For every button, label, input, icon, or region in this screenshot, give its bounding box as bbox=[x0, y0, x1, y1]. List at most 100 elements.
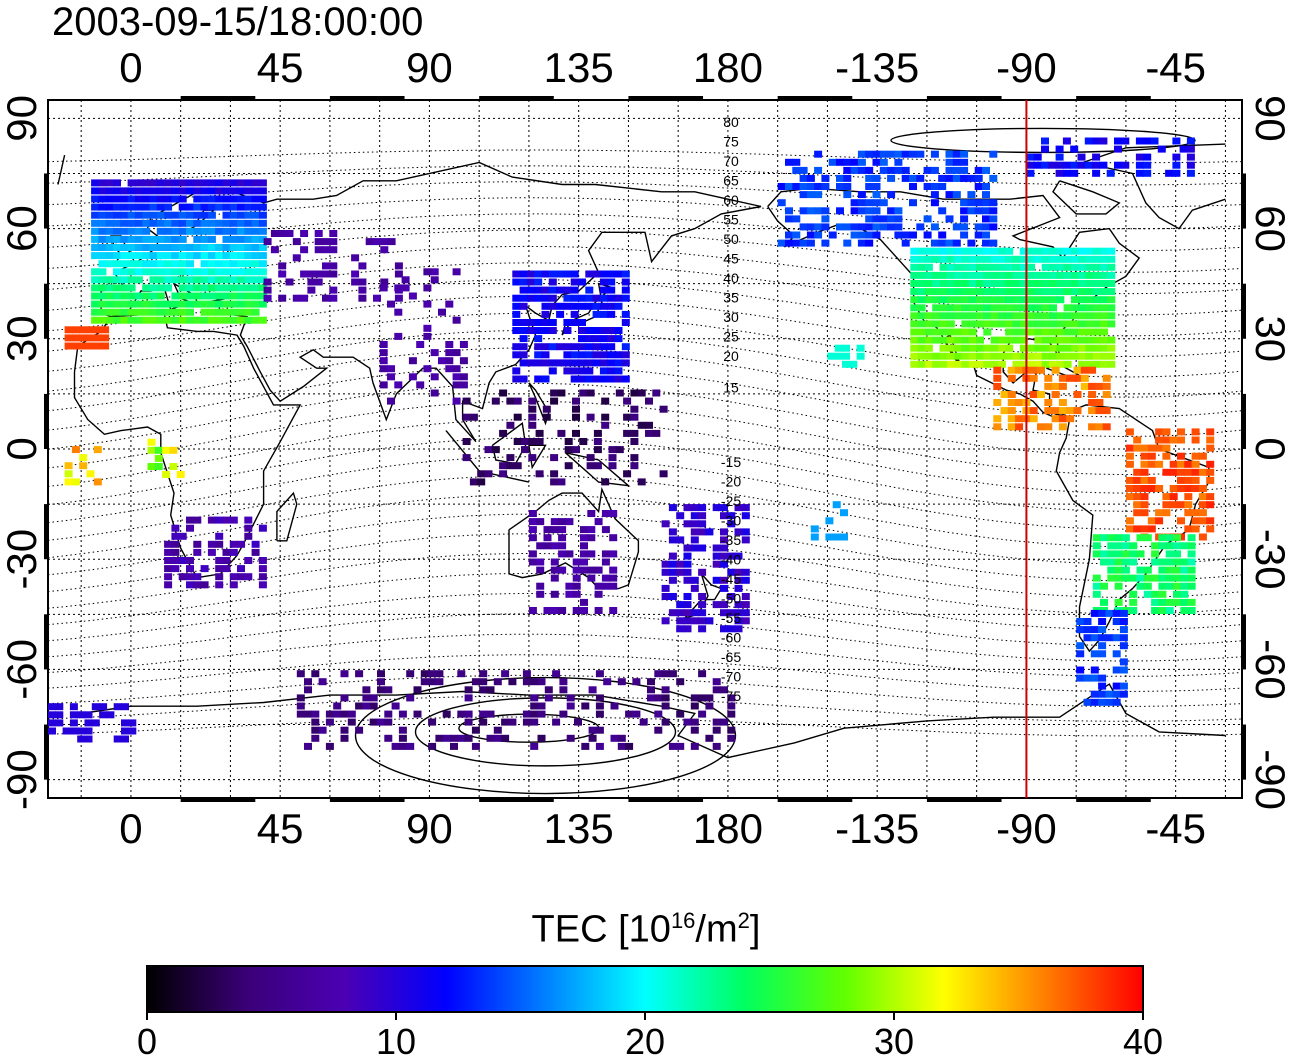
y-tick-label-left: -90 bbox=[0, 749, 45, 810]
tec-cell bbox=[258, 276, 267, 284]
tec-cell bbox=[585, 327, 594, 334]
tec-cell bbox=[659, 470, 668, 478]
tec-cell bbox=[237, 252, 245, 260]
tec-cell bbox=[601, 413, 610, 421]
tec-cell bbox=[676, 609, 685, 617]
tec-cell bbox=[134, 244, 143, 251]
tec-cell bbox=[1191, 476, 1200, 484]
tec-cell bbox=[989, 150, 998, 158]
tec-cell bbox=[450, 742, 458, 750]
tec-cell bbox=[251, 548, 260, 556]
tec-cell bbox=[720, 686, 728, 694]
tec-cell bbox=[676, 560, 685, 568]
tec-cell bbox=[924, 288, 933, 296]
tec-cell bbox=[548, 343, 557, 351]
tec-cell bbox=[149, 219, 158, 227]
tec-cell bbox=[207, 540, 216, 548]
tec-cell bbox=[550, 397, 559, 405]
frame-bar-left bbox=[44, 393, 48, 449]
tec-cell bbox=[850, 199, 859, 207]
tec-cell bbox=[377, 718, 385, 726]
tec-cell bbox=[91, 244, 100, 251]
tec-cell bbox=[734, 528, 743, 536]
tec-cell bbox=[799, 223, 808, 231]
contour-label: 70 bbox=[723, 153, 739, 169]
tec-cell bbox=[952, 166, 961, 174]
tec-cell bbox=[1048, 161, 1057, 169]
tec-cell bbox=[278, 270, 287, 278]
tec-cell bbox=[601, 397, 610, 405]
tec-cell bbox=[164, 540, 173, 548]
tec-cell bbox=[550, 590, 559, 598]
tec-cell bbox=[120, 268, 129, 276]
tec-cell bbox=[850, 158, 859, 166]
tec-cell bbox=[105, 300, 114, 308]
tec-cell bbox=[1041, 263, 1050, 271]
tec-cell bbox=[1140, 525, 1149, 533]
tec-cell bbox=[952, 158, 961, 166]
tec-cell bbox=[251, 244, 260, 251]
tec-cell bbox=[522, 678, 531, 686]
tec-cell bbox=[1187, 566, 1196, 574]
tec-cell bbox=[1119, 626, 1128, 634]
tec-cell bbox=[1114, 550, 1123, 558]
tec-cell bbox=[572, 574, 581, 582]
tec-cell bbox=[120, 244, 129, 251]
tec-cell bbox=[186, 227, 194, 235]
tec-cell bbox=[565, 550, 574, 558]
tec-cell bbox=[968, 344, 977, 352]
tec-cell bbox=[585, 367, 594, 375]
tec-cell bbox=[98, 203, 107, 211]
tec-cell bbox=[910, 280, 919, 287]
tec-cell bbox=[720, 552, 728, 560]
tec-cell bbox=[566, 734, 575, 742]
colorbar-tick-label: 0 bbox=[137, 1021, 157, 1057]
tec-cell bbox=[558, 566, 567, 574]
tec-cell bbox=[263, 278, 272, 286]
tec-cell bbox=[1165, 574, 1174, 582]
tec-cell bbox=[1165, 607, 1174, 614]
tec-cell bbox=[637, 421, 646, 429]
tec-cell bbox=[836, 207, 844, 215]
tec-cell bbox=[961, 352, 970, 360]
tec-cell bbox=[924, 344, 933, 352]
tec-cell bbox=[522, 718, 531, 726]
tec-cell bbox=[142, 268, 151, 276]
tec-cell bbox=[200, 276, 209, 284]
tec-cell bbox=[1151, 598, 1160, 606]
tec-cell bbox=[741, 593, 750, 600]
tec-cell bbox=[207, 219, 216, 227]
tec-cell bbox=[954, 312, 963, 320]
tec-cell bbox=[1015, 415, 1024, 423]
tec-cell bbox=[506, 462, 515, 470]
tec-cell bbox=[976, 344, 984, 352]
tec-cell bbox=[607, 375, 616, 383]
tec-cell bbox=[528, 526, 537, 534]
tec-cell bbox=[1206, 525, 1215, 533]
tec-cell bbox=[1180, 582, 1189, 590]
tec-cell bbox=[961, 296, 970, 304]
tec-cell bbox=[1102, 374, 1111, 382]
tec-cell bbox=[961, 336, 970, 344]
tec-cell bbox=[120, 276, 129, 284]
tec-cell bbox=[134, 227, 143, 235]
tec-cell bbox=[1180, 542, 1189, 550]
tec-cell bbox=[1198, 509, 1207, 517]
tec-cell bbox=[1136, 574, 1145, 582]
tec-cell bbox=[178, 260, 187, 268]
tec-cell bbox=[1121, 161, 1130, 169]
tec-cell bbox=[563, 270, 572, 278]
tec-cell bbox=[1041, 255, 1050, 263]
tec-cell bbox=[856, 344, 865, 352]
tec-cell bbox=[836, 223, 844, 231]
tec-cell bbox=[528, 421, 537, 429]
tec-cell bbox=[149, 300, 158, 308]
tec-cell bbox=[1078, 320, 1087, 328]
tec-cell bbox=[1151, 542, 1160, 550]
tec-cell bbox=[244, 308, 253, 316]
tec-cell bbox=[917, 255, 926, 263]
tec-cell bbox=[486, 734, 495, 742]
tec-cell bbox=[578, 278, 586, 286]
tec-cell bbox=[1173, 558, 1181, 566]
tec-cell bbox=[178, 284, 187, 292]
